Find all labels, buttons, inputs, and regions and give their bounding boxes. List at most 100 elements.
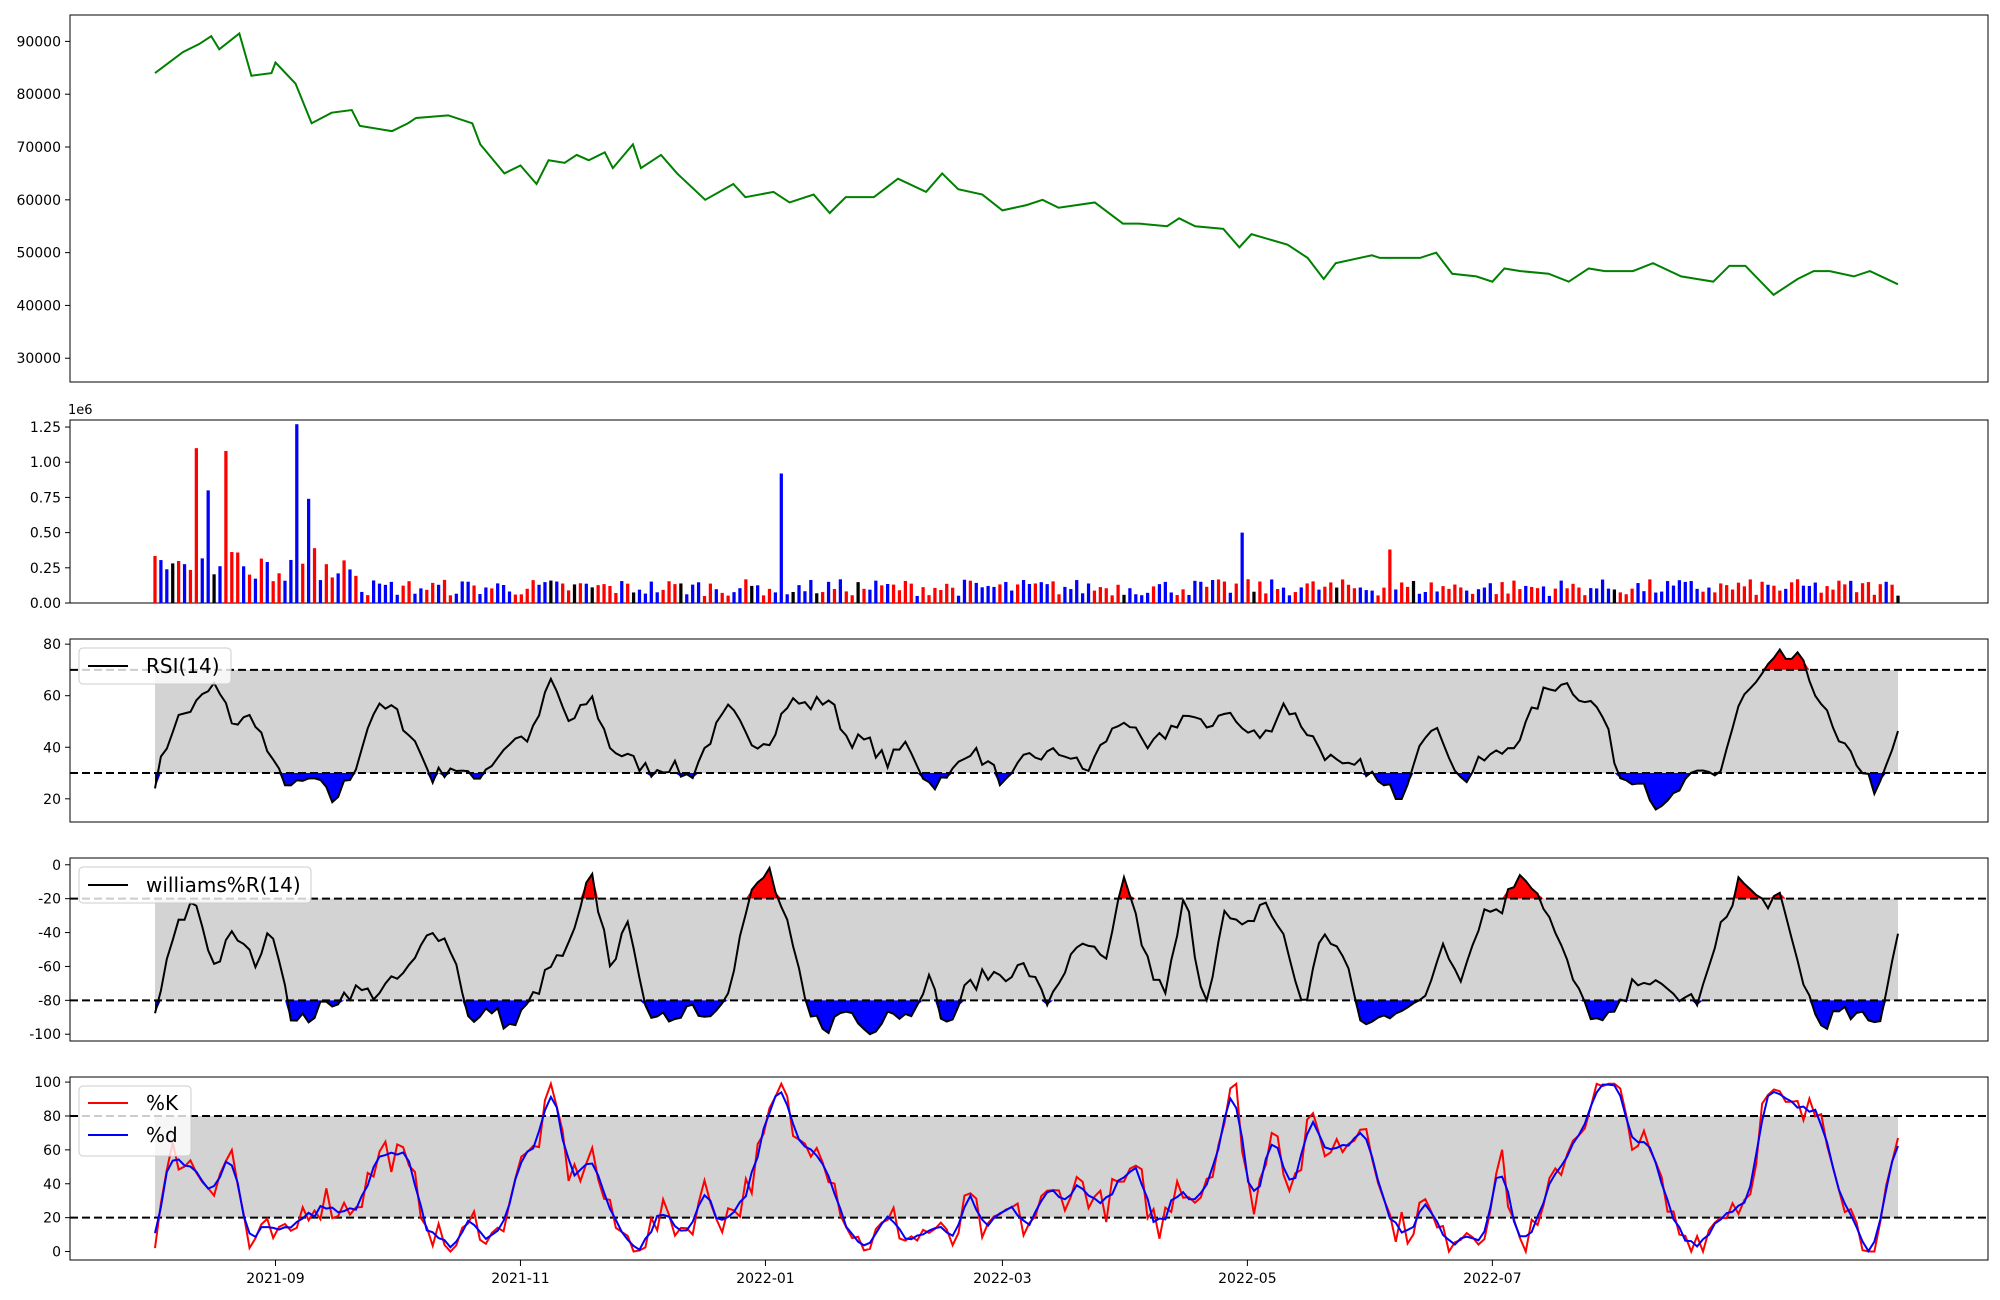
volume-bar — [1819, 592, 1823, 603]
x-tick-label: 2022-01 — [736, 1271, 795, 1287]
volume-bar — [927, 595, 931, 603]
indicator-line — [154, 865, 1899, 1036]
volume-bar — [1825, 586, 1829, 603]
volume-bar — [1086, 583, 1091, 603]
volume-bar — [614, 592, 618, 603]
volume-bar — [1311, 581, 1315, 603]
y-tick-label: 60 — [43, 1143, 61, 1159]
volume-bar — [1057, 594, 1061, 603]
volume-bar — [1784, 588, 1788, 603]
volume-bar — [295, 424, 299, 603]
volume-bar — [767, 588, 772, 603]
volume-bar — [1128, 588, 1132, 603]
legend-box — [78, 647, 232, 685]
plot-frame — [69, 638, 1989, 823]
volume-bar — [342, 560, 346, 603]
volume-bar — [1122, 594, 1126, 603]
y-tick-label: 70000 — [16, 140, 61, 156]
volume-bar — [253, 578, 258, 603]
volume-bar — [631, 592, 636, 603]
volume-bar — [803, 591, 807, 603]
volume-bar — [608, 585, 612, 603]
volume-bar — [773, 592, 778, 603]
y-tick-label: 0 — [52, 858, 61, 874]
volume-bar — [200, 558, 204, 603]
volume-bar — [673, 584, 677, 603]
volume-bar — [306, 498, 311, 603]
oversold-fill — [155, 773, 1898, 810]
x-tick-label: 2022-07 — [1463, 1271, 1522, 1287]
volume-bar — [1589, 588, 1593, 603]
volume-bar — [218, 566, 222, 603]
williams-r-panel: 0 -20 -40 -60 -80 -100 — [29, 857, 1989, 1043]
volume-bar — [637, 589, 642, 603]
volume-bar — [1216, 579, 1221, 603]
volume-bar — [224, 450, 228, 603]
volume-bar — [1228, 592, 1232, 603]
volume-bar — [1896, 595, 1900, 603]
volume-bar — [466, 581, 470, 603]
y-tick-label: 60 — [43, 689, 61, 705]
volume-bar — [1683, 581, 1687, 603]
volume-bar — [460, 581, 464, 603]
y-tick-label: 20 — [43, 792, 61, 808]
volume-bar — [702, 595, 707, 603]
volume-bar — [478, 594, 482, 603]
legend-box — [78, 866, 312, 904]
volume-bar — [1134, 594, 1138, 603]
volume-bar — [283, 580, 287, 603]
volume-bar — [785, 594, 789, 603]
volume-bar — [1695, 588, 1699, 603]
volume-bar — [1772, 585, 1776, 603]
volume-bar — [366, 595, 370, 603]
volume-bar — [401, 585, 405, 603]
volume-bar — [826, 581, 831, 603]
volume-bar — [1388, 549, 1392, 603]
volume-bar — [1612, 589, 1617, 603]
volume-bar — [1411, 580, 1416, 603]
volume-bar — [1335, 587, 1339, 603]
volume-bar — [501, 584, 506, 603]
volume-bar — [472, 585, 476, 603]
volume-bar — [1417, 593, 1422, 603]
volume-bar — [1866, 582, 1871, 603]
volume-offset-label: 1e6 — [68, 403, 93, 418]
y-tick-label: -60 — [38, 959, 61, 975]
volume-bar — [1725, 585, 1729, 603]
volume-bar — [1872, 594, 1876, 603]
rsi-panel: 20 40 60 80 — [43, 637, 1989, 823]
volume-bar — [1092, 590, 1097, 603]
volume-bar — [1878, 584, 1882, 603]
volume-bar — [915, 595, 919, 603]
y-tick-label: 0.00 — [30, 596, 61, 612]
volume-bar — [1730, 589, 1735, 603]
volume-bar — [555, 581, 559, 603]
volume-bar — [572, 584, 577, 603]
volume-bar — [389, 581, 393, 603]
volume-bar — [371, 580, 376, 603]
volume-bar — [1595, 588, 1599, 603]
volume-bar — [909, 583, 913, 603]
volume-bar — [1358, 587, 1362, 603]
y-tick-label: 50000 — [16, 246, 61, 262]
volume-bar — [1051, 581, 1055, 603]
volume-bar — [1500, 582, 1504, 603]
volume-bar — [318, 580, 323, 603]
volume-bar — [1488, 583, 1492, 603]
volume-bar — [921, 587, 925, 603]
volume-bar — [874, 580, 878, 603]
volume-bar — [230, 552, 234, 603]
volume-bar — [643, 593, 648, 603]
volume-bar — [1766, 584, 1770, 603]
volume-bar — [626, 583, 630, 603]
volume-bar — [566, 590, 571, 603]
volume-bar — [1630, 588, 1634, 603]
y-tick-label: 40 — [43, 740, 61, 756]
volume-bar — [744, 579, 748, 603]
volume-bar — [661, 589, 665, 603]
volume-bar — [1884, 581, 1888, 603]
volume-bar — [1140, 595, 1144, 603]
volume-bar — [1364, 590, 1368, 603]
volume-bar — [1665, 581, 1670, 603]
